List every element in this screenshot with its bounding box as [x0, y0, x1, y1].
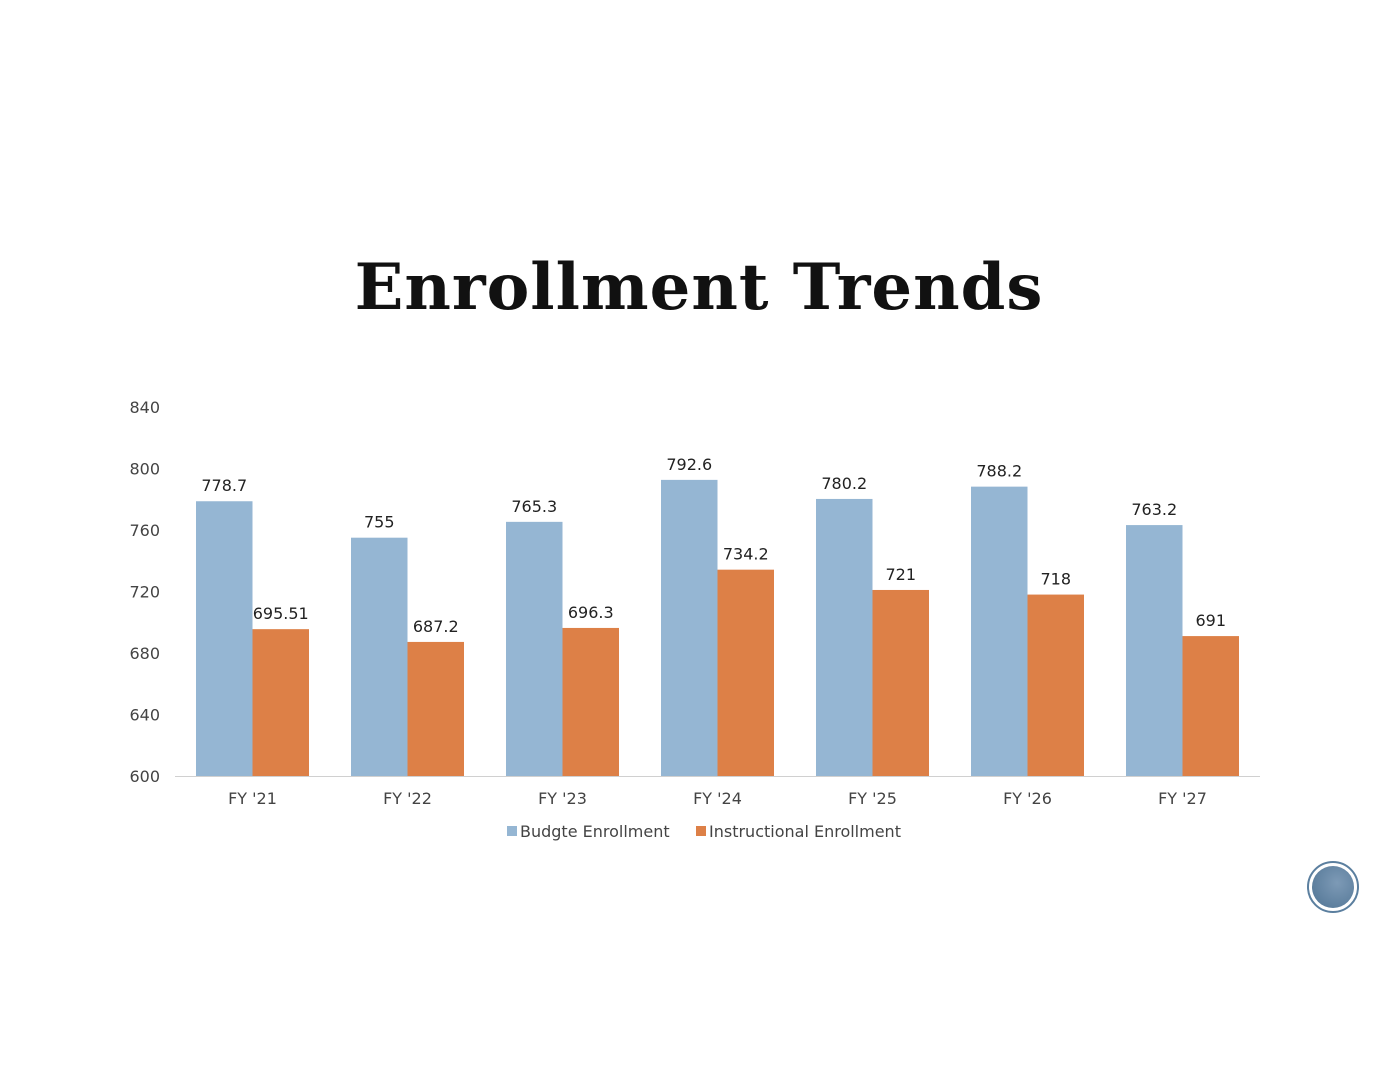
slide-title: Enrollment Trends — [354, 250, 1044, 325]
y-tick-label: 680 — [129, 644, 160, 663]
bar-instructional — [1027, 594, 1084, 776]
legend-label: Instructional Enrollment — [709, 822, 901, 841]
bar-instructional — [1182, 636, 1239, 776]
bar-instructional — [717, 569, 774, 776]
data-label: 788.2 — [976, 462, 1022, 481]
data-label: 695.51 — [253, 604, 309, 623]
data-label: 721 — [885, 565, 916, 584]
data-label: 765.3 — [511, 497, 557, 516]
legend: Budgte Enrollment Instructional Enrollmen… — [507, 822, 901, 841]
x-category-label: FY '25 — [848, 789, 897, 808]
bar-instructional — [872, 589, 929, 776]
data-label: 778.7 — [201, 476, 247, 495]
bar-budget — [351, 537, 408, 776]
bar-budget — [816, 498, 873, 776]
x-category-label: FY '24 — [693, 789, 742, 808]
bar-instructional — [407, 641, 464, 776]
data-label: 792.6 — [666, 455, 712, 474]
bar-budget — [196, 501, 253, 776]
data-label: 696.3 — [568, 603, 614, 622]
legend-label: Budgte Enrollment — [520, 822, 670, 841]
y-tick-label: 800 — [129, 460, 160, 479]
bar-budget — [661, 479, 718, 776]
x-axis-categories: FY '21 FY '22 FY '23 FY '24 FY '25 FY '26 FY '… — [228, 789, 1207, 808]
bar-instructional — [252, 629, 309, 776]
bar-instructional — [562, 627, 619, 776]
legend-swatch-budget — [507, 826, 517, 836]
bars — [196, 479, 1239, 776]
x-category-label: FY '26 — [1003, 789, 1052, 808]
y-tick-label: 840 — [129, 398, 160, 417]
bar-budget — [1126, 525, 1183, 776]
data-label: 687.2 — [413, 617, 459, 636]
x-category-label: FY '21 — [228, 789, 277, 808]
y-tick-label: 640 — [129, 706, 160, 725]
bar-budget — [506, 521, 563, 776]
y-tick-label: 760 — [129, 521, 160, 540]
data-label: 755 — [364, 513, 395, 532]
data-label: 734.2 — [723, 545, 769, 564]
data-label: 780.2 — [821, 474, 867, 493]
data-labels: 778.7 695.51 755 687.2 765.3 696.3 792.6 734.2 7… — [201, 455, 1226, 636]
x-category-label: FY '22 — [383, 789, 432, 808]
data-label: 763.2 — [1131, 500, 1177, 519]
y-tick-label: 720 — [129, 583, 160, 602]
bar-budget — [971, 486, 1028, 776]
slide-badge-icon — [1307, 861, 1359, 913]
x-category-label: FY '23 — [538, 789, 587, 808]
data-label: 718 — [1040, 570, 1071, 589]
data-label: 691 — [1195, 611, 1226, 630]
legend-swatch-instructional — [696, 826, 706, 836]
y-axis-ticks: 600 640 680 720 760 800 840 — [129, 398, 160, 786]
x-category-label: FY '27 — [1158, 789, 1207, 808]
y-tick-label: 600 — [129, 767, 160, 786]
